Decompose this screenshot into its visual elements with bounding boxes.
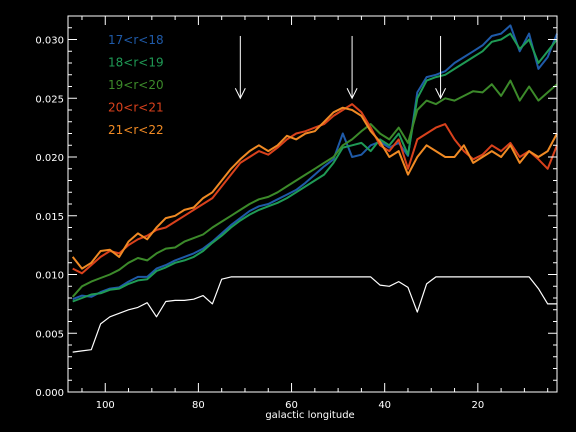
x-tick-label: 40 (378, 400, 391, 411)
y-tick-label: 0.010 (35, 271, 64, 282)
series-line-5 (71, 106, 558, 270)
y-tick-label: 0.005 (35, 329, 64, 340)
series-line-3 (71, 79, 558, 298)
axes-layer: 100 80 60 40 20 0.000 0.005 0.010 0.015 0.020 0.02… (35, 15, 558, 411)
reference-line (72, 276, 557, 353)
series-line-1 (72, 24, 558, 301)
y-tick-label: 0.025 (35, 94, 64, 105)
y-tick-label: 0.030 (35, 36, 64, 47)
legend-entry: 20<r<21 (108, 101, 164, 115)
y-tick-label: 0.000 (35, 388, 64, 399)
legend-entry: 17<r<18 (108, 33, 164, 47)
x-tick-label: 80 (192, 400, 205, 411)
x-tick-label: 60 (285, 400, 298, 411)
y-tick-label: 0.015 (35, 212, 64, 223)
legend-entry: 19<r<20 (108, 78, 164, 92)
y-tick-label: 0.020 (35, 153, 64, 164)
x-axis-title: galactic longitude (265, 410, 354, 421)
arrow-head (435, 88, 447, 100)
series-layer (71, 24, 558, 353)
legend: 17<r<18 18<r<19 19<r<20 20<r<21 21<r<22 (108, 33, 164, 137)
legend-entry: 21<r<22 (108, 123, 164, 137)
arrow-layer (234, 35, 447, 100)
series-line-2 (72, 32, 558, 303)
arrow-head (346, 88, 358, 100)
legend-entry: 18<r<19 (108, 56, 164, 70)
arrow-head (234, 88, 246, 100)
x-tick-label: 20 (471, 400, 484, 411)
x-tick-label: 100 (96, 400, 115, 411)
